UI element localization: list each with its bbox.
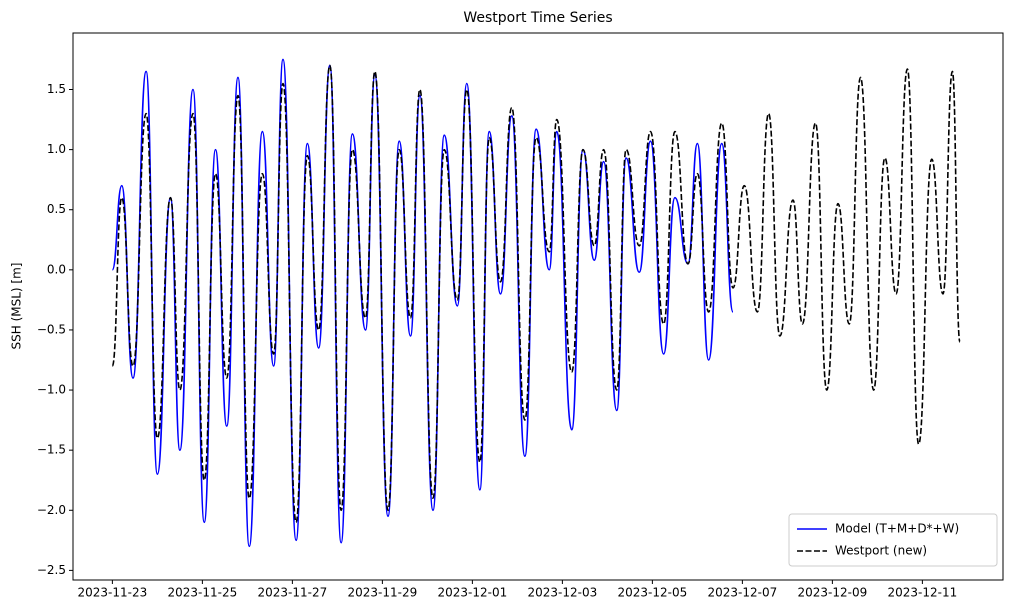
y-tick-label: 1.0 bbox=[47, 142, 66, 156]
legend-box bbox=[788, 513, 998, 567]
x-tick-label: 2023-11-27 bbox=[258, 586, 328, 600]
y-tick-label: 0.5 bbox=[47, 202, 66, 216]
x-tick-label: 2023-12-11 bbox=[888, 586, 958, 600]
y-axis-label: SSH (MSL) [m] bbox=[10, 263, 24, 350]
x-tick-label: 2023-12-01 bbox=[438, 586, 508, 600]
chart-title: Westport Time Series bbox=[463, 10, 612, 26]
x-tick-label: 2023-11-29 bbox=[348, 586, 418, 600]
x-tick-label: 2023-12-05 bbox=[618, 586, 688, 600]
legend-label: Westport (new) bbox=[835, 544, 927, 558]
y-tick-label: −0.5 bbox=[37, 322, 66, 336]
series-line bbox=[111, 64, 961, 524]
y-tick-label: 1.5 bbox=[47, 82, 66, 96]
series-line bbox=[111, 58, 734, 548]
legend-label: Model (T+M+D*+W) bbox=[835, 522, 959, 536]
y-tick-label: −2.5 bbox=[37, 563, 66, 577]
x-tick-label: 2023-11-25 bbox=[168, 586, 238, 600]
plot-frame bbox=[72, 32, 1004, 581]
x-tick-label: 2023-12-09 bbox=[798, 586, 868, 600]
x-tick-label: 2023-12-07 bbox=[708, 586, 778, 600]
x-tick-label: 2023-11-23 bbox=[78, 586, 148, 600]
y-tick-label: −1.5 bbox=[37, 443, 66, 457]
y-tick-label: −2.0 bbox=[37, 503, 66, 517]
y-tick-label: −1.0 bbox=[37, 383, 66, 397]
y-tick-label: 0.0 bbox=[47, 262, 66, 276]
x-tick-label: 2023-12-03 bbox=[528, 586, 598, 600]
